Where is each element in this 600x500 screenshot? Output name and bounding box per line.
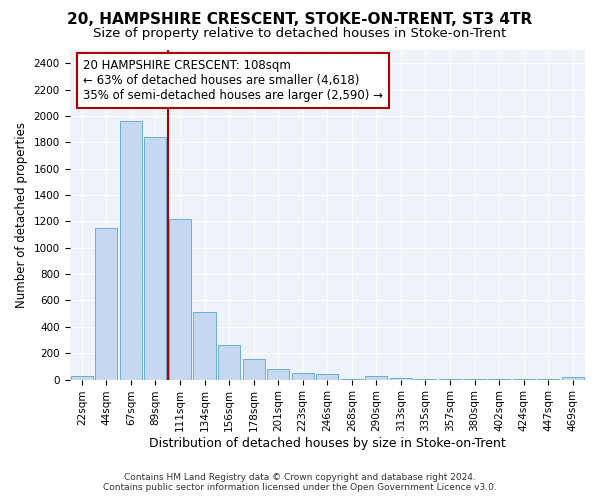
Bar bbox=[120, 121, 142, 380]
Bar bbox=[193, 312, 215, 380]
Bar bbox=[145, 137, 166, 380]
Bar bbox=[71, 376, 93, 380]
Text: Contains HM Land Registry data © Crown copyright and database right 2024.
Contai: Contains HM Land Registry data © Crown c… bbox=[103, 473, 497, 492]
Text: Size of property relative to detached houses in Stoke-on-Trent: Size of property relative to detached ho… bbox=[94, 28, 506, 40]
Bar bbox=[415, 379, 436, 380]
X-axis label: Distribution of detached houses by size in Stoke-on-Trent: Distribution of detached houses by size … bbox=[149, 437, 506, 450]
Bar bbox=[562, 377, 584, 380]
Bar bbox=[488, 379, 510, 380]
Text: 20 HAMPSHIRE CRESCENT: 108sqm
← 63% of detached houses are smaller (4,618)
35% o: 20 HAMPSHIRE CRESCENT: 108sqm ← 63% of d… bbox=[83, 59, 383, 102]
Bar bbox=[463, 379, 485, 380]
Bar bbox=[218, 344, 240, 380]
Bar bbox=[169, 219, 191, 380]
Bar bbox=[341, 379, 363, 380]
Bar bbox=[537, 379, 559, 380]
Bar bbox=[439, 379, 461, 380]
Bar bbox=[512, 379, 535, 380]
Bar bbox=[390, 378, 412, 380]
Bar bbox=[242, 359, 265, 380]
Bar bbox=[267, 369, 289, 380]
Bar bbox=[292, 373, 314, 380]
Bar bbox=[316, 374, 338, 380]
Bar bbox=[95, 228, 118, 380]
Y-axis label: Number of detached properties: Number of detached properties bbox=[15, 122, 28, 308]
Bar bbox=[365, 376, 388, 380]
Text: 20, HAMPSHIRE CRESCENT, STOKE-ON-TRENT, ST3 4TR: 20, HAMPSHIRE CRESCENT, STOKE-ON-TRENT, … bbox=[67, 12, 533, 28]
